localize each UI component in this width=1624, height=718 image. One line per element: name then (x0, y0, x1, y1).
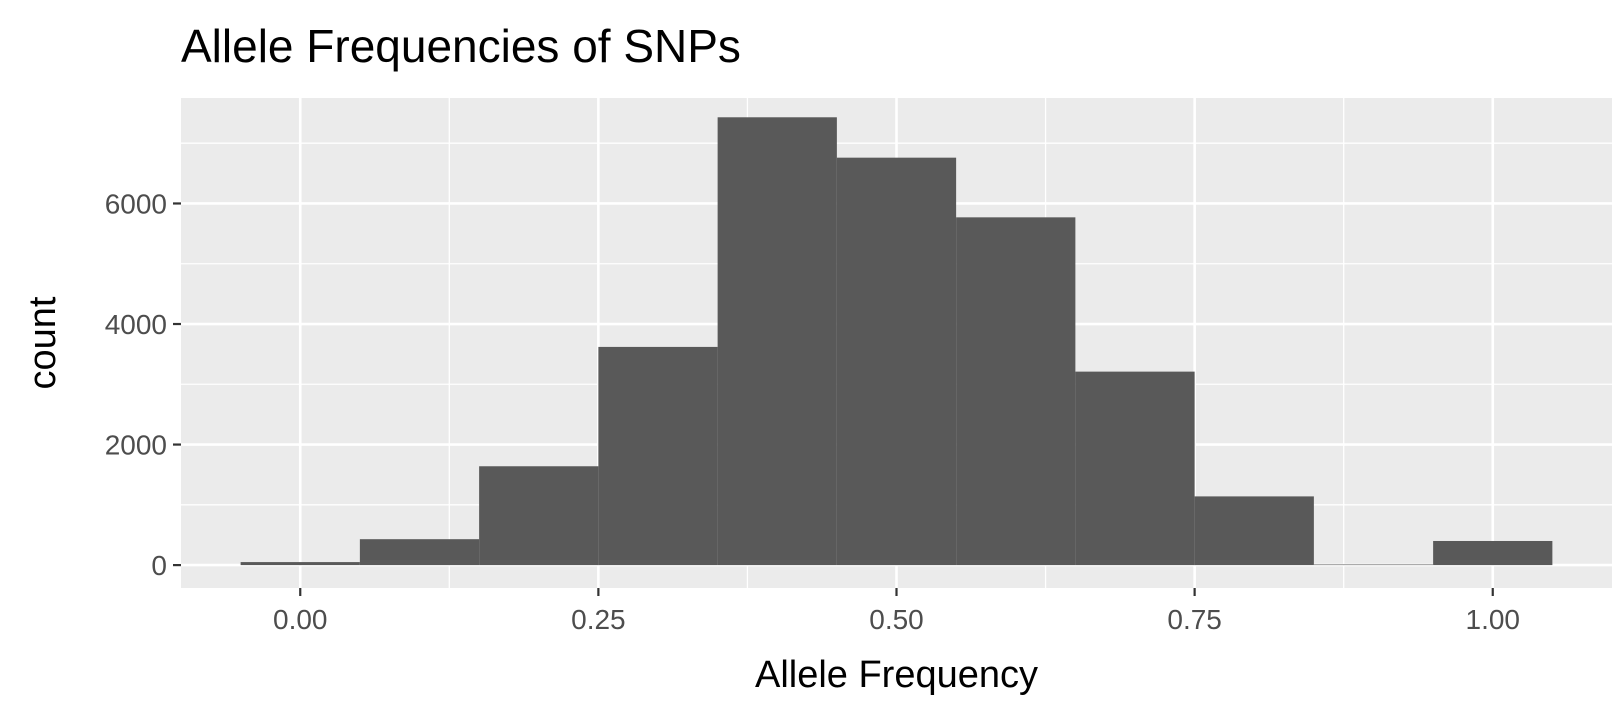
histogram-bar (717, 117, 837, 566)
histogram-bar (1194, 496, 1314, 566)
histogram-bar (359, 539, 480, 566)
y-tick-label: 6000 (105, 188, 167, 219)
y-tick-label: 2000 (105, 430, 167, 461)
x-tick-label: 0.75 (1167, 604, 1222, 635)
x-axis: 0.00 0.25 0.50 0.75 1.00 (273, 588, 1520, 635)
x-tick-label: 0.25 (571, 604, 626, 635)
y-tick-label: 4000 (105, 309, 167, 340)
histogram-bar (956, 217, 1076, 566)
histogram-bar (1075, 371, 1195, 566)
y-axis: 0 2000 4000 6000 (105, 188, 181, 581)
histogram-bar (836, 157, 957, 566)
histogram-bar (1433, 540, 1553, 566)
histogram-bar (240, 562, 360, 566)
histogram-bars (240, 117, 1553, 566)
y-tick-label: 0 (151, 550, 167, 581)
x-axis-title: Allele Frequency (755, 654, 1038, 696)
x-tick-label: 0.00 (273, 604, 328, 635)
histogram-bar (1313, 564, 1434, 566)
y-axis-title: count (22, 296, 64, 389)
histogram-bar (598, 346, 718, 566)
histogram-bar (479, 466, 599, 566)
chart-title: Allele Frequencies of SNPs (181, 20, 741, 72)
x-tick-label: 0.50 (869, 604, 924, 635)
x-tick-label: 1.00 (1466, 604, 1521, 635)
